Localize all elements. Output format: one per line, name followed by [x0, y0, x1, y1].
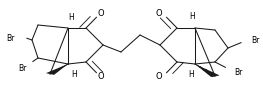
Text: H: H	[190, 12, 195, 21]
Text: Br: Br	[7, 34, 15, 43]
Text: O: O	[98, 72, 105, 81]
Text: Br: Br	[18, 64, 26, 73]
Text: H: H	[188, 70, 194, 79]
Text: H: H	[72, 70, 77, 79]
Text: O: O	[98, 9, 105, 18]
Text: Br: Br	[251, 36, 260, 45]
Text: H: H	[68, 13, 73, 22]
Polygon shape	[46, 64, 68, 75]
Text: O: O	[155, 9, 162, 18]
Text: Br: Br	[235, 68, 243, 77]
Text: O: O	[155, 72, 162, 81]
Polygon shape	[195, 64, 219, 77]
